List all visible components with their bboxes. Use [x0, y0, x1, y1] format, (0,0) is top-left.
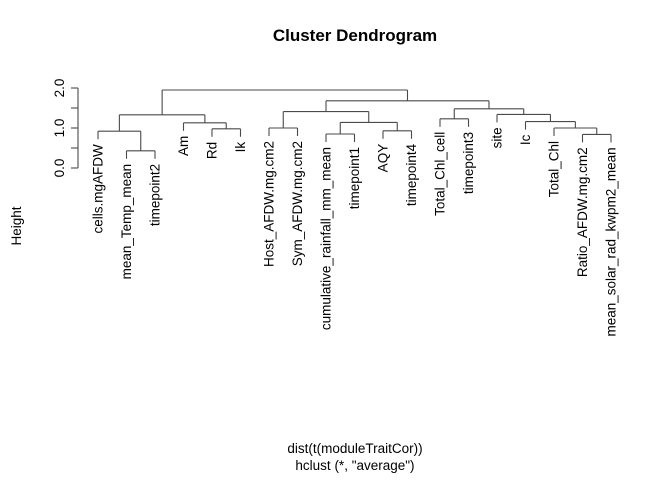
- leaf-label: Am: [176, 136, 191, 156]
- leaf-label: cells.mgAFDW: [91, 144, 106, 234]
- leaf-label: mean_solar_rad_kwpm2_mean: [604, 147, 619, 336]
- leaf-label: Total_Chl_cell: [433, 132, 448, 216]
- leaf-label: timepoint4: [404, 143, 419, 206]
- leaf-labels: mean_Temp_mean timepoint2 cells.mgAFDW Rd Ik…: [91, 127, 619, 336]
- chart-title: Cluster Dendrogram: [273, 26, 437, 45]
- y-axis-tick-label: 0.0: [52, 159, 67, 178]
- leaf-label: cumulative_rainfall_mm_mean: [319, 147, 334, 330]
- y-axis-tick-label: 2.0: [52, 79, 67, 98]
- leaf-label: Ratio_AFDW.mg.cm2: [575, 147, 590, 277]
- leaf-label: Total_Chl: [547, 141, 562, 197]
- leaf-label: AQY: [376, 144, 391, 173]
- leaf-label: Ik: [233, 142, 248, 153]
- leaf-label: Host_AFDW.mg.cm2: [262, 141, 277, 267]
- leaf-label: Sym_AFDW.mg.cm2: [290, 141, 305, 266]
- y-axis-label: Height: [9, 206, 24, 245]
- y-axis-tick-label: 1.0: [52, 119, 67, 138]
- dendrogram-tree: [97, 89, 612, 159]
- leaf-label: Rd: [205, 142, 220, 159]
- leaf-label: timepoint3: [461, 132, 476, 194]
- leaf-label: site: [490, 127, 505, 148]
- xlab-dist-call: dist(t(moduleTraitCor)): [287, 441, 422, 456]
- leaf-label: timepoint2: [148, 164, 163, 226]
- y-axis: 0.0 1.0 2.0: [52, 79, 79, 178]
- leaf-label: mean_Temp_mean: [119, 164, 134, 280]
- leaf-label: Ic: [518, 134, 533, 145]
- leaf-label: timepoint1: [347, 147, 362, 209]
- xlab-hclust-call: hclust (*, "average"): [295, 458, 414, 473]
